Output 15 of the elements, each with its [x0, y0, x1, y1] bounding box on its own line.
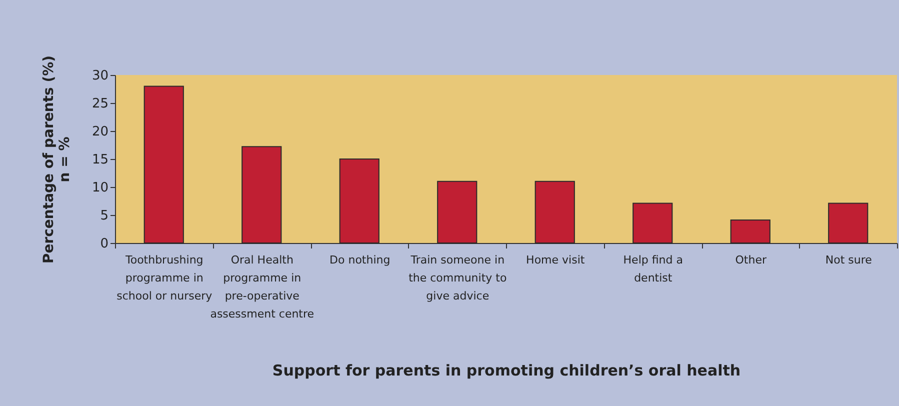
y-tick-label: 20	[92, 124, 108, 140]
y-tick-label: 15	[92, 152, 108, 168]
x-tick-label: Do nothing	[330, 254, 390, 266]
x-axis-title: Support for parents in promoting children’s oral health	[272, 362, 741, 380]
x-tick-label: Help find a dentist	[623, 254, 683, 284]
x-tick-label: Other	[735, 254, 767, 266]
y-axis-title: Percentage of parents (%) n = %	[40, 55, 73, 264]
y-tick-label: 25	[92, 96, 108, 112]
x-tick-label: Train someone in the community to give advice	[408, 254, 507, 302]
y-tick-label: 10	[92, 180, 108, 196]
x-tick-label: Home visit	[526, 254, 586, 266]
y-tick-label: 5	[100, 208, 108, 224]
y-tick-label: 0	[100, 236, 108, 252]
y-tick-label: 30	[92, 68, 108, 84]
x-tick-label: Not sure	[825, 254, 872, 266]
